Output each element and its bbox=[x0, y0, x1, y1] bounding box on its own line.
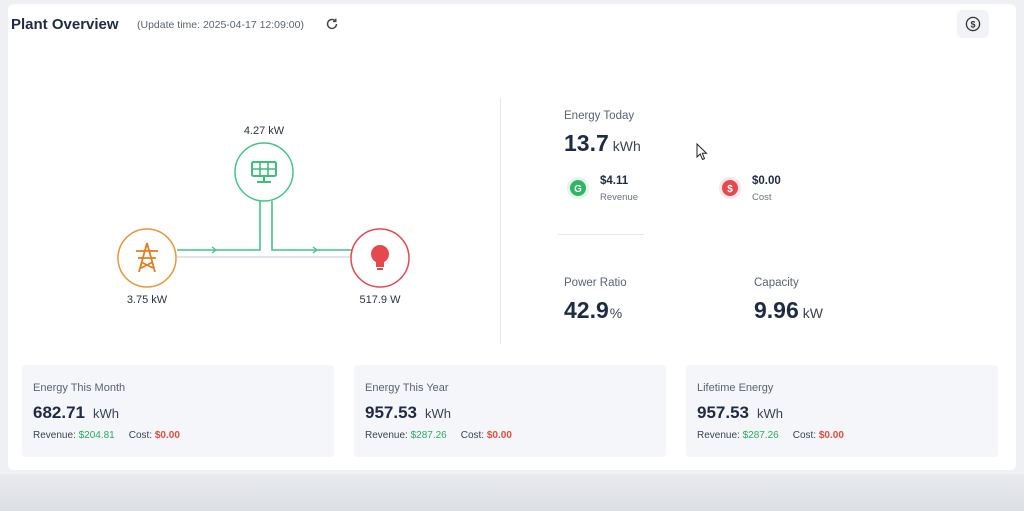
revenue-badge: G bbox=[567, 177, 589, 199]
energy-today-unit: kWh bbox=[612, 138, 641, 154]
dollar-circle-icon: $ bbox=[965, 16, 981, 32]
stat-card-year: Energy This Year 957.53 kWh Revenue: $287… bbox=[354, 365, 666, 457]
cost-coin-icon: $ bbox=[722, 180, 738, 196]
stat-value: 957.53 kWh bbox=[697, 403, 783, 423]
stat-number: 682.71 bbox=[33, 403, 85, 422]
stat-value: 957.53 kWh bbox=[365, 403, 451, 423]
stat-card-lifetime: Lifetime Energy 957.53 kWh Revenue: $287.… bbox=[686, 365, 998, 457]
cost-value: $0.00 bbox=[818, 430, 844, 441]
energy-today-label: Energy Today bbox=[564, 110, 635, 122]
stat-unit: kWh bbox=[93, 406, 119, 421]
update-time: (Update time: 2025-04-17 12:09:00) bbox=[137, 19, 304, 31]
cost-badge: $ bbox=[719, 177, 741, 199]
solar-power-value: 4.27 kW bbox=[243, 125, 285, 137]
solar-panel-icon bbox=[251, 161, 277, 183]
power-ratio-number: 42.9 bbox=[564, 297, 609, 323]
cost-value: $0.00 bbox=[486, 430, 512, 441]
svg-text:$: $ bbox=[970, 19, 975, 29]
svg-text:G: G bbox=[574, 184, 582, 195]
mouse-cursor-icon bbox=[696, 143, 708, 161]
grid-power-value: 3.75 kW bbox=[126, 294, 168, 306]
stat-revenue-cost: Revenue: $204.81 Cost: $0.00 bbox=[33, 430, 180, 441]
load-node[interactable] bbox=[350, 228, 410, 288]
load-power-value: 517.9 W bbox=[359, 294, 401, 306]
capacity-number: 9.96 bbox=[754, 297, 799, 323]
energy-today-number: 13.7 bbox=[564, 130, 609, 156]
cost-today-value: $0.00 bbox=[752, 175, 781, 187]
energy-today-value: 13.7 kWh bbox=[564, 130, 641, 157]
refresh-icon[interactable] bbox=[325, 17, 339, 31]
energy-flow-diagram bbox=[117, 142, 410, 288]
stat-label: Energy This Month bbox=[33, 382, 126, 394]
cost-today-label: Cost bbox=[752, 192, 772, 203]
capacity-unit: kW bbox=[802, 305, 823, 321]
bottom-panel-edge bbox=[0, 474, 1024, 511]
cost-value: $0.00 bbox=[154, 430, 180, 441]
revenue-coin-icon: G bbox=[570, 180, 586, 196]
revenue-label: Revenue: bbox=[697, 430, 740, 441]
vertical-divider bbox=[500, 98, 501, 344]
power-ratio-unit: % bbox=[609, 305, 623, 321]
cost-label: Cost: bbox=[792, 430, 817, 441]
stat-number: 957.53 bbox=[697, 403, 749, 422]
svg-text:$: $ bbox=[727, 184, 733, 195]
power-ratio-value: 42.9% bbox=[564, 297, 622, 324]
stat-unit: kWh bbox=[425, 406, 451, 421]
revenue-label: Revenue: bbox=[33, 430, 76, 441]
stat-value: 682.71 kWh bbox=[33, 403, 119, 423]
stat-revenue-cost: Revenue: $287.26 Cost: $0.00 bbox=[365, 430, 512, 441]
capacity-value: 9.96 kW bbox=[754, 297, 823, 324]
stat-label: Lifetime Energy bbox=[697, 382, 774, 394]
stat-number: 957.53 bbox=[365, 403, 417, 422]
page-title: Plant Overview bbox=[11, 16, 119, 33]
stat-label: Energy This Year bbox=[365, 382, 449, 394]
solar-node[interactable] bbox=[234, 142, 294, 202]
stat-unit: kWh bbox=[757, 406, 783, 421]
stat-revenue-cost: Revenue: $287.26 Cost: $0.00 bbox=[697, 430, 844, 441]
stat-card-month: Energy This Month 682.71 kWh Revenue: $20… bbox=[22, 365, 334, 457]
revenue-value: $287.26 bbox=[410, 430, 447, 441]
grid-node[interactable] bbox=[117, 228, 177, 288]
power-ratio-label: Power Ratio bbox=[564, 277, 627, 289]
revenue-today-value: $4.11 bbox=[600, 175, 629, 187]
flow-lines bbox=[177, 201, 352, 258]
revenue-today-label: Revenue bbox=[600, 192, 639, 203]
power-tower-icon bbox=[136, 242, 158, 273]
cost-label: Cost: bbox=[128, 430, 153, 441]
revenue-label: Revenue: bbox=[365, 430, 408, 441]
revenue-value: $287.26 bbox=[742, 430, 779, 441]
cost-label: Cost: bbox=[460, 430, 485, 441]
capacity-label: Capacity bbox=[754, 277, 799, 289]
horizontal-divider bbox=[558, 234, 644, 235]
light-bulb-icon bbox=[371, 245, 389, 270]
revenue-value: $204.81 bbox=[78, 430, 115, 441]
currency-button[interactable]: $ bbox=[957, 10, 989, 38]
